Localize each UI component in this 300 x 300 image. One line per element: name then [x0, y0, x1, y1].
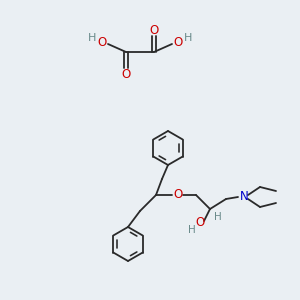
- Text: H: H: [214, 212, 222, 222]
- Text: N: N: [240, 190, 248, 203]
- Text: O: O: [195, 217, 205, 230]
- Text: H: H: [184, 33, 192, 43]
- Text: O: O: [173, 35, 183, 49]
- Text: O: O: [122, 68, 130, 80]
- Text: O: O: [149, 23, 159, 37]
- Text: O: O: [173, 188, 183, 202]
- Text: H: H: [188, 225, 196, 235]
- Text: O: O: [98, 35, 106, 49]
- Text: H: H: [88, 33, 96, 43]
